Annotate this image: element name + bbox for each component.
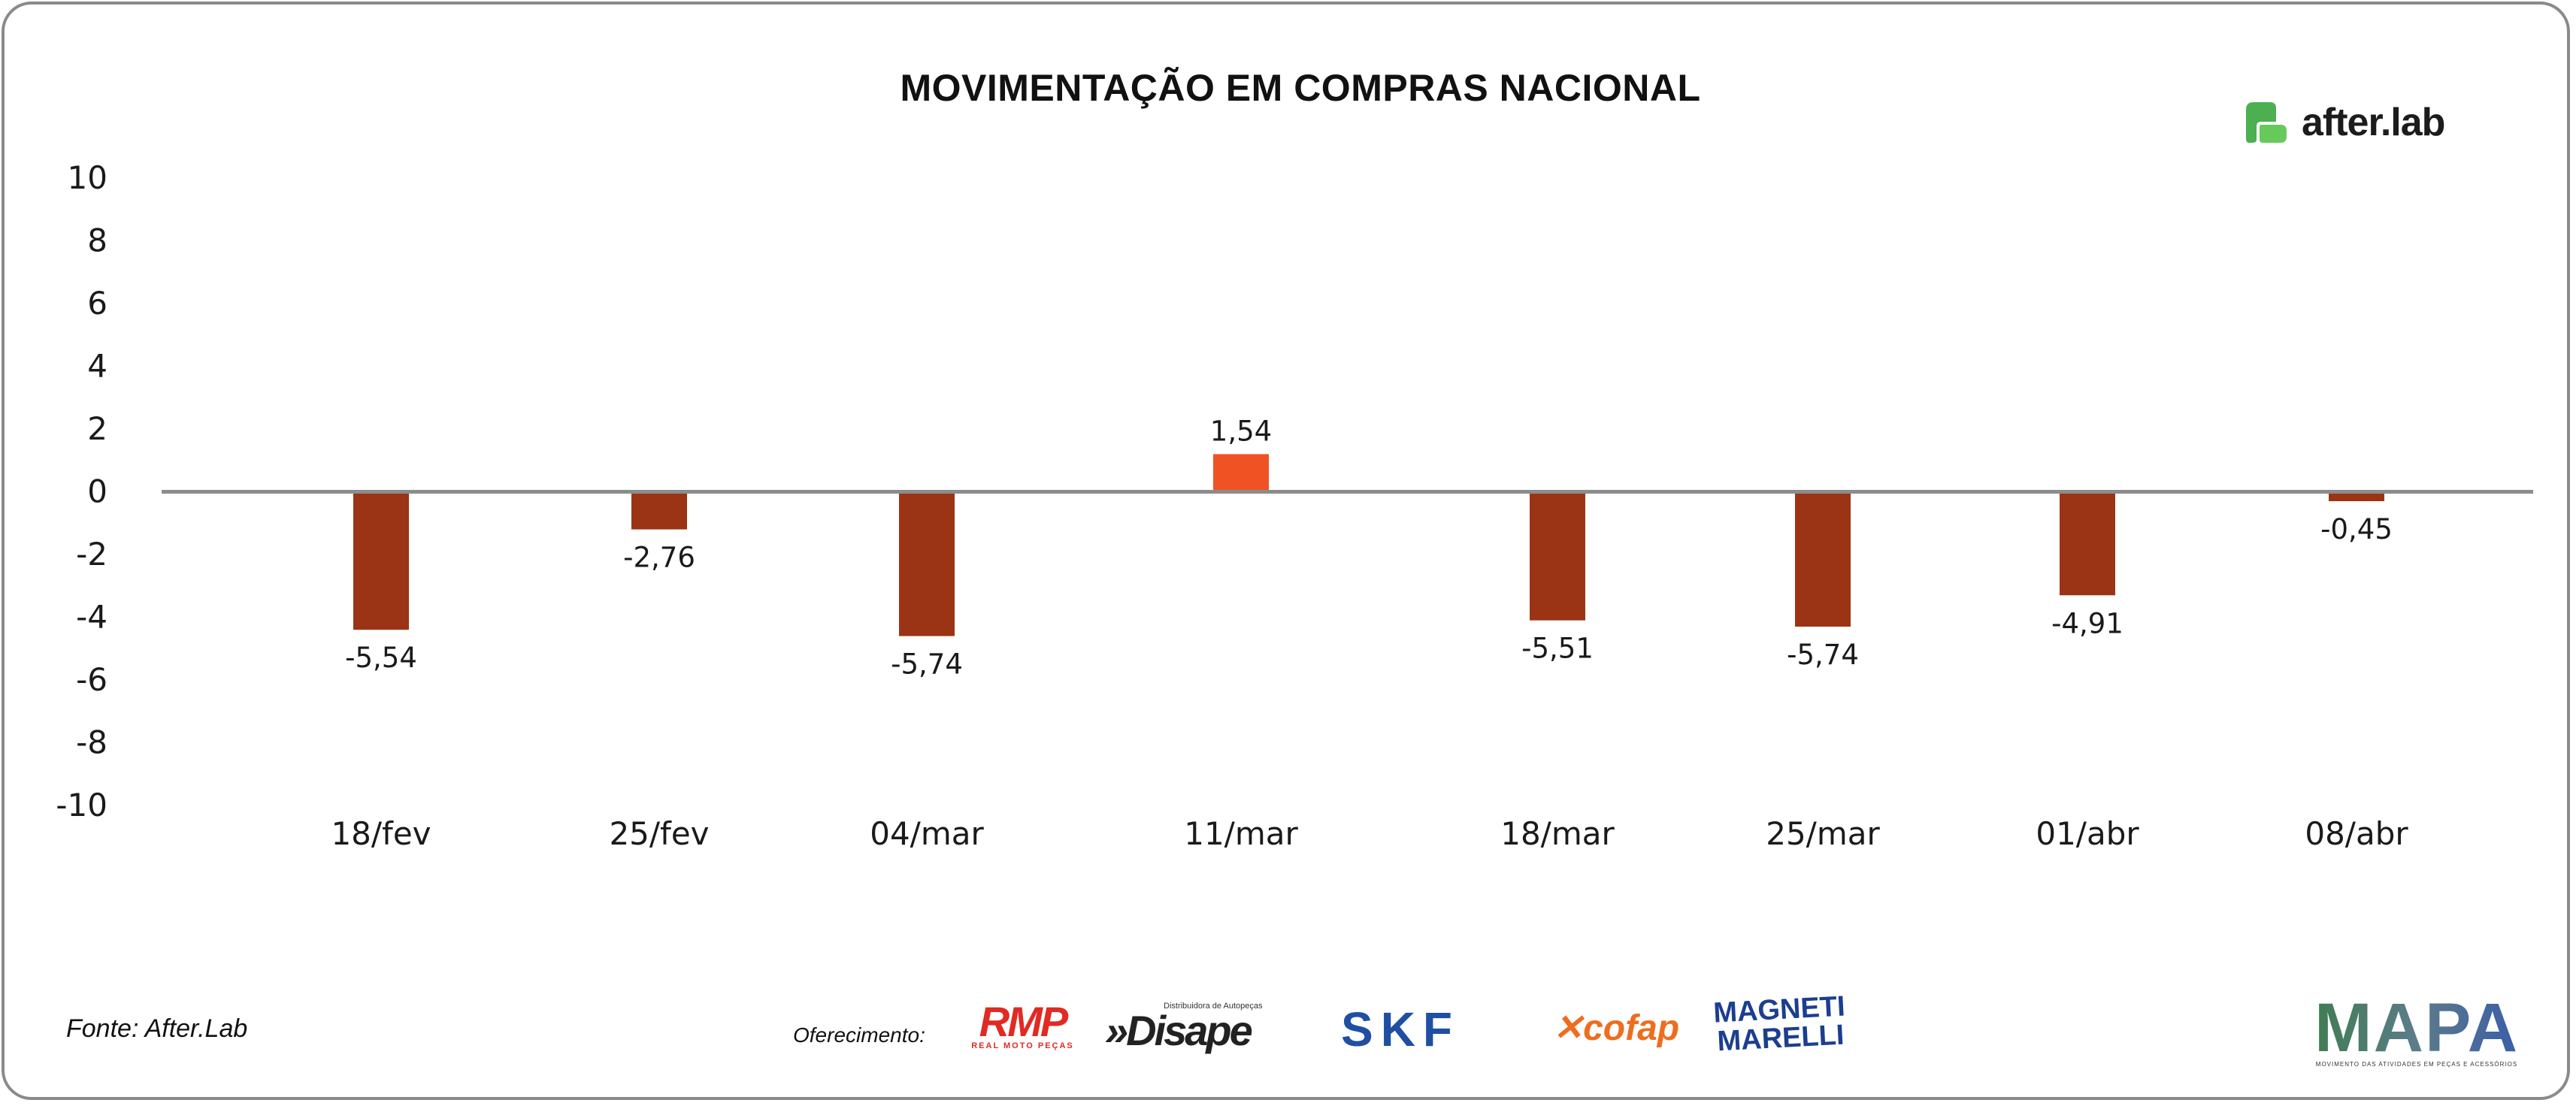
data-label: -4,91 — [2051, 607, 2123, 639]
mapa-logo: MAPA MOVIMENTO DAS ATIVIDADES EM PEÇAS E… — [2314, 989, 2520, 1071]
after-lab-wordmark: after.lab — [2302, 101, 2445, 144]
bar-08/abr — [2329, 491, 2384, 502]
data-label: -5,54 — [345, 642, 417, 674]
cofap-logo: ✕cofap — [1552, 1008, 1680, 1048]
x-tick-label: 08/abr — [2305, 815, 2408, 852]
x-tick-label: 25/mar — [1766, 815, 1880, 852]
data-label: -0,45 — [2320, 513, 2393, 545]
bar-18/mar — [1530, 491, 1585, 621]
rmp-logo-tagline: REAL MOTO PEÇAS — [971, 1041, 1074, 1050]
y-tick-label: -4 — [76, 599, 107, 636]
after-lab-logo-icon — [2246, 102, 2287, 143]
data-labels: -5,54 -2,76 -5,74 1,54 -5,51 -5,74 -4,91 -0,45 — [345, 415, 2393, 680]
data-label: -2,76 — [623, 542, 695, 574]
bar-04/mar — [899, 491, 955, 636]
bar-11/mar — [1213, 454, 1269, 492]
y-tick-label: 10 — [68, 159, 107, 196]
y-tick-label: -8 — [76, 724, 107, 761]
bar-18/fev — [353, 491, 409, 630]
y-tick-label: 0 — [87, 473, 107, 510]
bar-25/fev — [631, 491, 687, 530]
y-tick-label: 2 — [87, 410, 107, 447]
skf-logo: SKF — [1341, 1002, 1460, 1056]
y-axis-ticks: 10 8 6 4 2 0 -2 -4 -6 -8 -10 — [56, 159, 107, 823]
mapa-logo-text: MAPA — [2314, 989, 2520, 1066]
mapa-logo-tagline: MOVIMENTO DAS ATIVIDADES EM PEÇAS E ACES… — [2315, 1060, 2518, 1068]
data-label: -5,74 — [1787, 639, 1859, 671]
x-tick-label: 04/mar — [870, 815, 984, 852]
after-lab-brand: after.lab — [2240, 96, 2445, 149]
x-tick-label: 18/fev — [331, 815, 431, 852]
magneti-logo-line2: MARELLI — [1716, 1019, 1845, 1058]
data-label: 1,54 — [1210, 415, 1272, 447]
x-tick-label: 01/abr — [2036, 815, 2139, 852]
source-note: Fonte: After.Lab — [66, 1014, 248, 1043]
rmp-logo: RMP REAL MOTO PEÇAS — [961, 999, 1085, 1053]
y-tick-label: -6 — [76, 661, 107, 698]
disape-logo-tagline: Distribuidora de Autopeças — [1164, 1002, 1263, 1011]
data-label: -5,51 — [1521, 633, 1594, 665]
x-tick-label: 11/mar — [1184, 815, 1298, 852]
rmp-logo-text: RMP — [979, 998, 1068, 1045]
y-tick-label: 8 — [87, 222, 107, 259]
chart-title: MOVIMENTAÇÃO EM COMPRAS NACIONAL — [900, 67, 1701, 109]
bar-25/mar — [1795, 491, 1851, 627]
data-label: -5,74 — [891, 648, 963, 681]
y-tick-label: 4 — [87, 348, 107, 385]
bars — [353, 454, 2384, 636]
magneti-marelli-logo: MAGNETI MARELLI — [1712, 987, 1845, 1061]
y-tick-label: -10 — [56, 787, 107, 823]
x-tick-label: 18/mar — [1500, 815, 1615, 852]
y-tick-label: -2 — [76, 536, 107, 573]
disape-logo: Distribuidora de Autopeças »Disape — [1105, 999, 1270, 1053]
sponsor-label: Oferecimento: — [793, 1023, 925, 1047]
bar-01/abr — [2060, 491, 2115, 596]
x-tick-label: 25/fev — [609, 815, 709, 852]
y-tick-label: 6 — [87, 285, 107, 322]
x-axis-categories: 18/fev 25/fev 04/mar 11/mar 18/mar 25/mar 01/a… — [331, 815, 2408, 852]
disape-logo-text: »Disape — [1105, 1007, 1253, 1054]
